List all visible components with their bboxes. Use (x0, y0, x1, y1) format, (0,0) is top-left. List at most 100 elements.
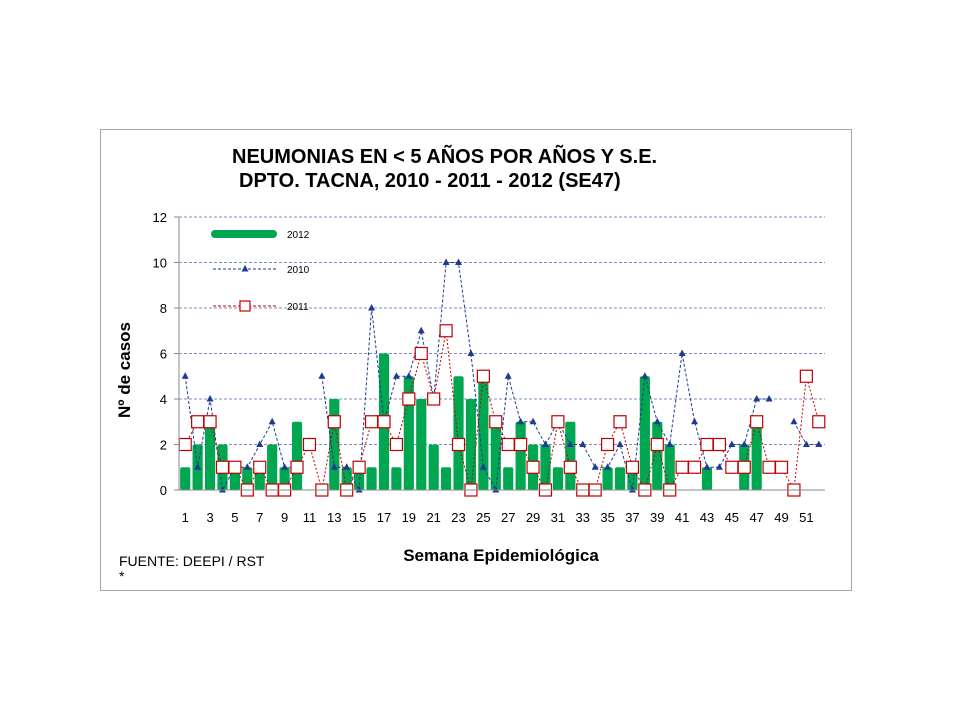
legend-label-2011: 2011 (287, 302, 309, 313)
point-2011 (178, 437, 192, 452)
point-2010 (616, 440, 624, 447)
x-tick-label: 27 (501, 510, 515, 525)
point-2011 (625, 460, 640, 474)
point-2011 (750, 415, 764, 429)
bar-2012 (391, 467, 402, 490)
y-tick-label: 12 (153, 210, 167, 225)
point-2011 (812, 415, 826, 429)
point-2011 (737, 460, 751, 474)
legend-label-2012: 2012 (287, 230, 310, 241)
point-2011 (215, 460, 230, 474)
point-2010 (715, 463, 723, 470)
source-note: FUENTE: DEEPI / RST (119, 553, 265, 569)
x-tick-label: 47 (749, 510, 763, 525)
point-2010 (442, 258, 450, 265)
x-tick-label: 35 (600, 510, 614, 525)
point-2010 (566, 440, 574, 447)
y-tick-label: 8 (160, 301, 167, 316)
series-line-2011 (184, 330, 820, 492)
bar-2012 (639, 376, 650, 490)
point-2011 (364, 415, 379, 429)
point-2011 (774, 460, 789, 474)
chart-area: NEUMONIAS EN < 5 AÑOS POR AÑOS Y S.E. DP… (115, 145, 826, 584)
point-2010 (206, 395, 214, 402)
point-2010 (703, 463, 711, 470)
point-2011 (439, 324, 453, 338)
point-2010 (790, 417, 798, 425)
point-2010 (417, 326, 425, 334)
point-2011 (687, 460, 702, 474)
point-2010 (256, 440, 264, 447)
bar-2012 (204, 421, 216, 490)
legend: 2012 2010 2011 (211, 230, 310, 313)
x-tick-label: 7 (256, 510, 263, 525)
point-2011 (228, 460, 242, 474)
point-2011 (725, 460, 739, 474)
point-2010 (218, 486, 226, 493)
legend-swatch-2012 (211, 230, 277, 238)
point-2011 (414, 346, 428, 361)
bar-2012 (515, 421, 526, 490)
point-2011 (451, 437, 466, 452)
bar-2012 (701, 467, 713, 490)
point-2011 (551, 415, 565, 429)
point-2010 (740, 440, 748, 447)
point-2011 (402, 392, 416, 406)
point-2010 (392, 372, 400, 379)
x-tick-label: 15 (352, 510, 366, 525)
point-2011 (613, 415, 627, 429)
x-tick-label: 25 (476, 510, 490, 525)
point-2011 (377, 415, 391, 429)
legend-marker-2011 (239, 300, 251, 312)
bar-2012 (614, 467, 626, 490)
point-2010 (641, 372, 649, 379)
bar-2012 (366, 467, 377, 490)
gridlines (179, 216, 825, 445)
x-tick-label: 5 (231, 510, 238, 525)
y-tick-label: 0 (160, 483, 167, 498)
point-2010 (666, 440, 674, 447)
bar-2012 (267, 444, 278, 490)
point-2010 (281, 463, 289, 470)
chart-title-line2: DPTO. TACNA, 2010 - 2011 - 2012 (SE47) (239, 170, 621, 192)
point-2010 (492, 486, 500, 493)
x-tick-label: 13 (327, 510, 341, 525)
point-2011 (327, 415, 341, 429)
x-tick-label: 37 (625, 510, 639, 525)
point-2011 (700, 437, 714, 452)
x-axis-title: Semana Epidemiológica (403, 546, 599, 565)
x-tick-label: 41 (675, 510, 689, 525)
point-2010 (678, 349, 686, 356)
point-2010 (802, 440, 810, 447)
x-tick-label: 21 (426, 510, 440, 525)
point-2010 (455, 258, 463, 265)
bar-2012 (416, 399, 427, 490)
point-2010 (529, 417, 537, 425)
point-2010 (728, 440, 736, 447)
chart-title-line1: NEUMONIAS EN < 5 AÑOS POR AÑOS Y S.E. (232, 145, 657, 168)
bar-2012 (465, 399, 477, 490)
footnote-mark: * (119, 568, 125, 584)
point-2010 (753, 395, 761, 402)
point-2011 (489, 415, 503, 429)
x-tick-label: 11 (303, 510, 317, 525)
point-2010 (628, 486, 636, 493)
y-axis-title: Nº de casos (115, 322, 134, 418)
bar-2012 (180, 467, 191, 490)
x-tick-label: 3 (206, 510, 213, 525)
point-2011 (302, 437, 317, 452)
x-tick-label: 17 (377, 510, 391, 525)
x-tick-label: 31 (551, 510, 565, 525)
bar-2012 (428, 444, 439, 490)
chart-frame: NEUMONIAS EN < 5 AÑOS POR AÑOS Y S.E. DP… (100, 129, 852, 591)
bar-2012 (503, 467, 514, 490)
x-tick-label: 39 (650, 510, 664, 525)
x-tick-label: 23 (451, 510, 465, 525)
series-line-2010 (184, 262, 819, 492)
x-tick-label: 45 (725, 510, 739, 525)
point-2011 (526, 460, 540, 474)
point-2010 (604, 463, 612, 470)
point-2011 (762, 460, 776, 474)
legend-label-2010: 2010 (287, 265, 310, 276)
point-2010 (517, 417, 525, 425)
